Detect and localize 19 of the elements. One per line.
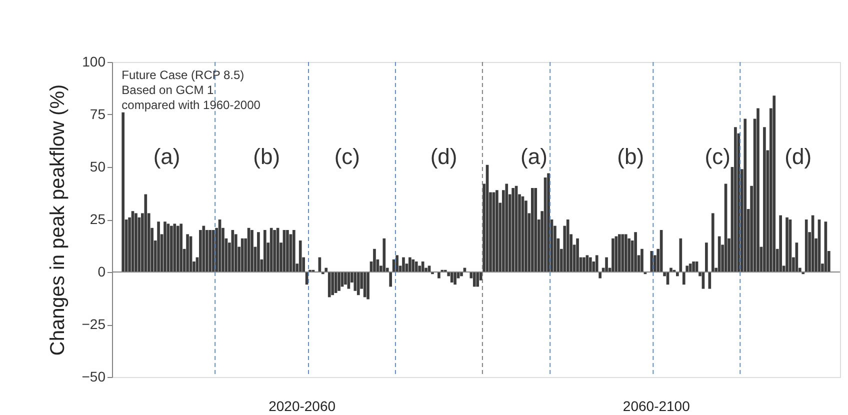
annotation: (c) [334, 144, 360, 169]
y-tick-label: 0 [98, 264, 106, 280]
annotation: (a) [153, 144, 180, 169]
annotation: (d) [430, 144, 458, 169]
y-axis-title: Changes in peak peakflow (%) [46, 84, 69, 356]
annotation: (a) [520, 144, 548, 169]
y-tick-label: 75 [90, 106, 106, 122]
y-tick-label: −50 [82, 368, 106, 384]
annotation: Future Case (RCP 8.5) Based on GCM 1 compared with 1960-2000 [122, 68, 261, 112]
y-tick-label: 25 [90, 211, 106, 227]
annotation: (c) [704, 144, 730, 169]
text: 2020-2060 [268, 398, 336, 414]
y-tick-label: 50 [90, 158, 106, 174]
annotation: (b) [617, 144, 644, 169]
y-tick-label: 100 [82, 54, 106, 70]
text: 2060-2100 [622, 398, 690, 414]
y-tick-label: −25 [82, 316, 106, 332]
annotation: (b) [253, 144, 280, 169]
annotation: (d) [784, 144, 812, 169]
